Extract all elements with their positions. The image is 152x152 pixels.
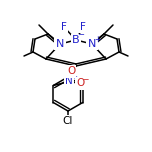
Text: N: N (88, 39, 96, 49)
Text: B: B (72, 35, 80, 45)
Text: +: + (94, 35, 101, 43)
Text: F: F (61, 22, 67, 32)
Text: −: − (82, 75, 88, 84)
Text: N: N (65, 76, 73, 86)
Text: O: O (76, 78, 84, 88)
Text: Cl: Cl (63, 116, 73, 126)
Text: O: O (67, 67, 75, 76)
Text: +: + (71, 74, 77, 80)
Text: F: F (80, 22, 86, 32)
Text: N: N (56, 39, 64, 49)
Text: −: − (78, 31, 85, 40)
